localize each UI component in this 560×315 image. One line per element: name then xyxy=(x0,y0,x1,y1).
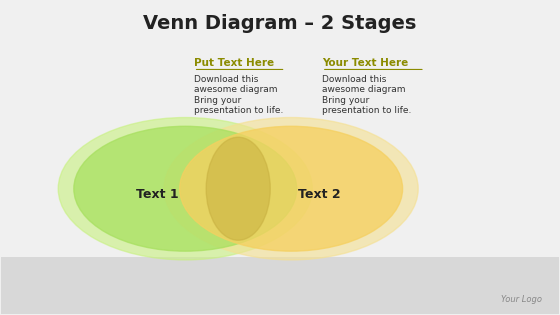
Text: Your Logo: Your Logo xyxy=(501,295,542,304)
Circle shape xyxy=(58,117,312,260)
Text: Text 2: Text 2 xyxy=(298,188,340,202)
Text: Put Text Here: Put Text Here xyxy=(194,58,274,68)
Circle shape xyxy=(74,126,297,251)
Text: Download this
awesome diagram
Bring your
presentation to life.: Download this awesome diagram Bring your… xyxy=(194,75,283,115)
FancyBboxPatch shape xyxy=(1,257,559,314)
Circle shape xyxy=(164,117,418,260)
Circle shape xyxy=(180,126,403,251)
Text: Text 1: Text 1 xyxy=(136,188,179,202)
Text: Your Text Here: Your Text Here xyxy=(322,58,408,68)
Ellipse shape xyxy=(206,137,270,240)
Text: Venn Diagram – 2 Stages: Venn Diagram – 2 Stages xyxy=(143,14,417,33)
Text: Download this
awesome diagram
Bring your
presentation to life.: Download this awesome diagram Bring your… xyxy=(322,75,411,115)
